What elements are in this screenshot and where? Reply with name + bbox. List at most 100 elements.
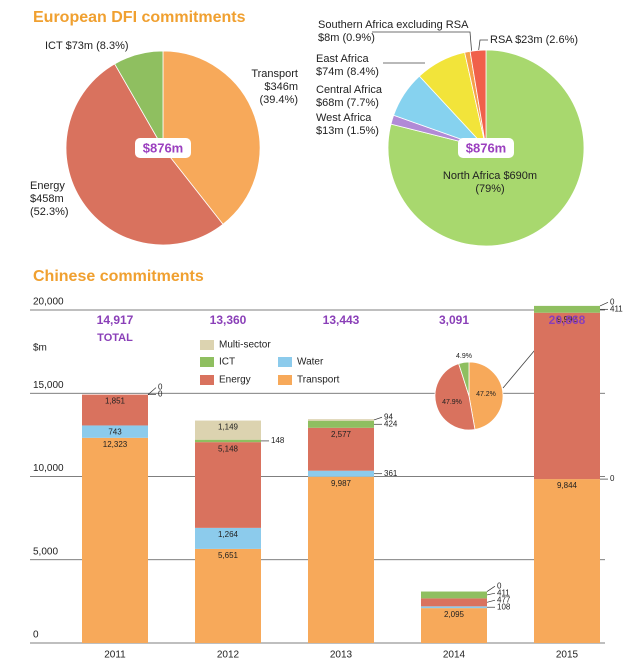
bar-segment	[82, 437, 148, 643]
bar-segment	[421, 608, 487, 643]
center-badge	[135, 138, 191, 158]
bar-segment	[308, 427, 374, 471]
data-label: 5,148	[218, 444, 239, 453]
slice-label: Energy $458m (52.3%)	[30, 180, 69, 218]
data-label: 1,264	[218, 530, 239, 539]
leader-line	[599, 301, 609, 307]
y-tick-label: 20,000	[33, 297, 64, 308]
center-label: $876m	[466, 140, 506, 155]
slice-label: East Africa $74m (8.4%)	[316, 53, 379, 78]
data-label: 0	[610, 474, 615, 483]
pie-slice	[458, 361, 470, 397]
slice-label: ICT $73m (8.3%)	[45, 40, 129, 52]
data-label: 411	[610, 304, 623, 313]
data-label: 12,323	[103, 440, 128, 449]
leader-line	[486, 585, 496, 592]
total-label: 20,868	[549, 313, 586, 327]
bar-segment	[195, 442, 261, 528]
data-label: 0	[497, 581, 502, 590]
chart-title: European DFI commitments	[33, 9, 246, 26]
bar-segment	[308, 420, 374, 428]
chart-title: Chinese commitments	[33, 268, 204, 285]
bar-segment	[82, 394, 148, 426]
legend-swatch	[200, 357, 214, 367]
legend-label: Multi-sector	[219, 340, 271, 351]
bar-segment	[534, 312, 600, 480]
data-label: 0	[158, 390, 163, 399]
slice-label: RSA $23m (2.6%)	[490, 34, 579, 46]
slice-label: West Africa $13m (1.5%)	[316, 112, 379, 137]
legend-swatch	[200, 340, 214, 350]
bar-segment	[534, 479, 600, 643]
data-label: 148	[271, 436, 285, 445]
data-label: 9,992	[557, 315, 578, 324]
data-label: 9,987	[331, 479, 352, 488]
pie-slice	[162, 50, 261, 225]
data-label: 47.9%	[442, 399, 462, 406]
y-tick-label: 15,000	[33, 380, 64, 391]
leader-line	[372, 31, 473, 57]
bar-segment	[308, 470, 374, 477]
y-tick-label: 5,000	[33, 546, 58, 557]
data-label: 743	[108, 428, 122, 437]
legend-label: Water	[297, 357, 324, 368]
total-label: 14,917	[97, 313, 134, 327]
data-label: 108	[497, 602, 511, 611]
total-label: 13,360	[210, 313, 247, 327]
y-axis-label: $m	[33, 343, 47, 354]
slice-label: Central Africa $68m (7.7%)	[316, 84, 383, 109]
pie-slice	[434, 363, 476, 431]
data-label: 5,651	[218, 551, 239, 560]
bar-segment	[421, 606, 487, 609]
bar-segment	[534, 305, 600, 313]
data-label: 0	[158, 383, 163, 392]
leader-line	[486, 592, 496, 596]
data-label: 411	[497, 588, 510, 597]
data-label: 47.2%	[476, 391, 496, 398]
data-label: 0	[610, 297, 615, 306]
legend-label: ICT	[219, 357, 235, 368]
slice-label: Southern Africa excluding RSA $8m (0.9%)	[318, 19, 468, 44]
legend-swatch	[200, 375, 214, 385]
pie-slice	[468, 361, 504, 430]
data-label: 1,851	[105, 397, 126, 406]
x-tick-label: 2014	[443, 650, 466, 661]
leader-line	[147, 387, 157, 395]
x-tick-label: 2015	[556, 650, 579, 661]
legend-swatch	[278, 375, 292, 385]
leader-line	[373, 416, 383, 421]
data-label: 477	[497, 595, 511, 604]
bar-segment	[308, 476, 374, 643]
legend-label: Transport	[297, 375, 340, 386]
data-label: 94	[384, 412, 393, 421]
slice-label: Transport $346m (39.4%)	[251, 68, 298, 106]
x-tick-label: 2011	[104, 650, 126, 661]
total-label: 3,091	[439, 313, 469, 327]
bar-segment	[195, 420, 261, 440]
data-label: 1,149	[218, 423, 239, 432]
data-label: 361	[384, 469, 398, 478]
pie-slice	[469, 49, 487, 149]
legend-swatch	[278, 357, 292, 367]
pie-slice	[387, 49, 585, 247]
slice-label: North Africa $690m (79%)	[442, 170, 538, 195]
data-label: 9,844	[557, 481, 578, 490]
bar-segment	[308, 419, 374, 421]
x-tick-label: 2013	[330, 650, 353, 661]
data-label: 2,577	[331, 430, 352, 439]
center-label: $876m	[143, 140, 183, 155]
data-label: 424	[384, 419, 398, 428]
data-label: 4.9%	[456, 353, 472, 360]
bar-segment	[421, 598, 487, 607]
bar-segment	[421, 591, 487, 599]
total-caption: TOTAL	[97, 332, 133, 344]
total-label: 13,443	[323, 313, 360, 327]
center-badge	[458, 138, 514, 158]
legend-label: Energy	[219, 375, 251, 386]
bar-segment	[195, 439, 261, 443]
bar-segment	[195, 548, 261, 643]
bar-segment	[82, 425, 148, 438]
y-tick-label: 0	[33, 630, 39, 641]
